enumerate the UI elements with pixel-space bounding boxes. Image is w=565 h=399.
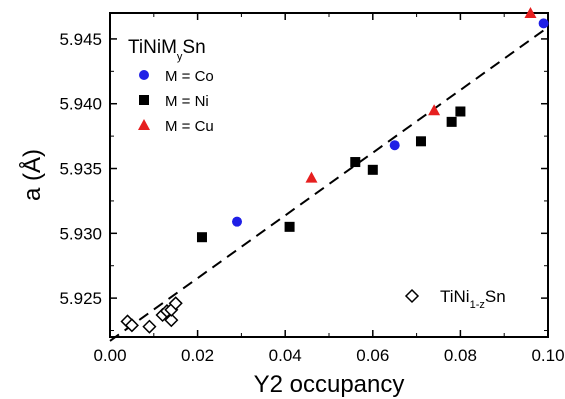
- point-circle: [389, 140, 400, 151]
- x-tick-label: 0.08: [444, 346, 477, 365]
- y-tick-label: 5.935: [59, 160, 102, 179]
- point-circle: [538, 18, 549, 29]
- point-diamond-open: [142, 319, 157, 334]
- legend: TiNiMySn M = Co M = Ni M = Cu TiNi1-zSn: [128, 37, 506, 311]
- legend-title: TiNiMySn: [128, 37, 206, 63]
- x-axis-title: Y2 occupancy: [254, 371, 405, 398]
- point-square: [350, 157, 361, 168]
- point-square: [415, 136, 426, 147]
- x-tick-label: 0.10: [531, 346, 564, 365]
- point-square: [284, 221, 295, 232]
- point-triangle: [305, 171, 318, 183]
- y-tick-label: 5.925: [59, 289, 102, 308]
- data-points: [120, 7, 549, 334]
- legend-marker-circle: [139, 70, 149, 80]
- point-square: [455, 106, 466, 117]
- legend-marker-triangle: [138, 119, 150, 130]
- y-tick-label: 5.945: [59, 30, 102, 49]
- y-tick-label: 5.930: [59, 224, 102, 243]
- plot-frame: [109, 12, 549, 338]
- legend-label-tini: TiNi1-zSn: [440, 287, 506, 311]
- point-diamond-open: [124, 318, 139, 333]
- y-axis-title: a (Å): [18, 149, 46, 201]
- point-diamond-open: [164, 313, 179, 328]
- x-tick-label: 0.00: [93, 346, 126, 365]
- x-tick-label: 0.02: [181, 346, 214, 365]
- axis-ticks: 0.00 0.02 0.04 0.06 0.08 0.10 5.925 5.930 5.935 5…: [59, 13, 565, 365]
- x-tick-label: 0.04: [269, 346, 302, 365]
- legend-label: M = Co: [165, 68, 214, 85]
- legend-label: M = Cu: [165, 118, 214, 135]
- legend-label: M = Ni: [165, 93, 209, 110]
- point-square: [446, 116, 457, 127]
- point-square: [196, 232, 207, 243]
- legend-marker-square: [139, 95, 149, 105]
- point-diamond-open: [168, 296, 183, 311]
- point-circle: [232, 216, 243, 227]
- legend-marker-diamond: [404, 288, 420, 304]
- point-square: [367, 164, 378, 175]
- x-tick-label: 0.06: [356, 346, 389, 365]
- y-tick-label: 5.940: [59, 95, 102, 114]
- point-triangle: [428, 104, 441, 116]
- point-triangle: [524, 7, 537, 18]
